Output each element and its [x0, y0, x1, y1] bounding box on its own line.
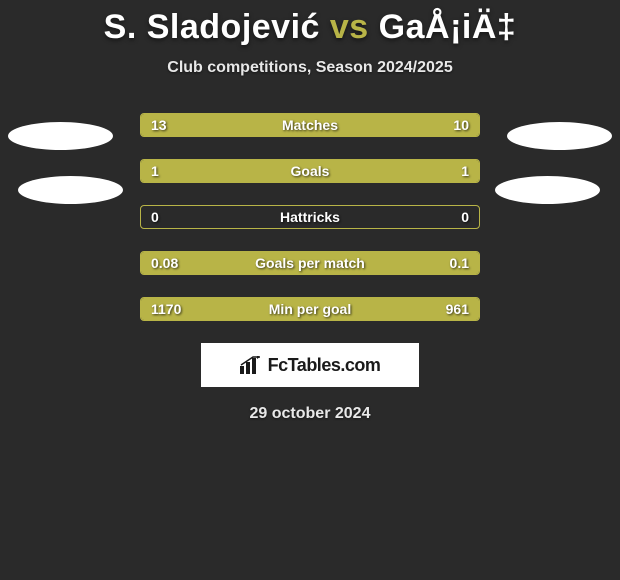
- stat-value-left: 0: [151, 209, 159, 225]
- stat-row: 0 Hattricks 0: [140, 205, 480, 229]
- stat-value-left: 1170: [151, 301, 181, 317]
- stat-row: 0.08 Goals per match 0.1: [140, 251, 480, 275]
- stat-label: Goals: [291, 163, 330, 179]
- stat-value-right: 0: [461, 209, 469, 225]
- stat-value-left: 0.08: [151, 255, 178, 271]
- brand-text: FcTables.com: [268, 355, 381, 376]
- fill-left: [141, 160, 310, 182]
- decor-blob-right-1: [507, 122, 612, 150]
- decor-blob-right-2: [495, 176, 600, 204]
- stat-value-right: 961: [446, 301, 469, 317]
- stat-value-right: 10: [453, 117, 469, 133]
- chart-icon: [240, 356, 262, 374]
- page-title: S. Sladojević vs GaÅ¡iÄ‡: [0, 0, 620, 47]
- vs-text: vs: [330, 8, 369, 46]
- subtitle: Club competitions, Season 2024/2025: [0, 59, 620, 77]
- stat-row: 1 Goals 1: [140, 159, 480, 183]
- stat-value-left: 13: [151, 117, 167, 133]
- stat-value-right: 1: [461, 163, 469, 179]
- brand-logo-box: FcTables.com: [201, 343, 419, 387]
- stat-label: Goals per match: [255, 255, 365, 271]
- stat-label: Hattricks: [280, 209, 340, 225]
- stat-row: 13 Matches 10: [140, 113, 480, 137]
- player1-name: S. Sladojević: [104, 8, 320, 46]
- stat-label: Min per goal: [269, 301, 351, 317]
- fill-right: [310, 160, 479, 182]
- date-text: 29 october 2024: [0, 405, 620, 423]
- stat-value-right: 0.1: [450, 255, 469, 271]
- stat-value-left: 1: [151, 163, 159, 179]
- decor-blob-left-2: [18, 176, 123, 204]
- stat-row: 1170 Min per goal 961: [140, 297, 480, 321]
- decor-blob-left-1: [8, 122, 113, 150]
- stat-label: Matches: [282, 117, 338, 133]
- player2-name: GaÅ¡iÄ‡: [379, 8, 517, 46]
